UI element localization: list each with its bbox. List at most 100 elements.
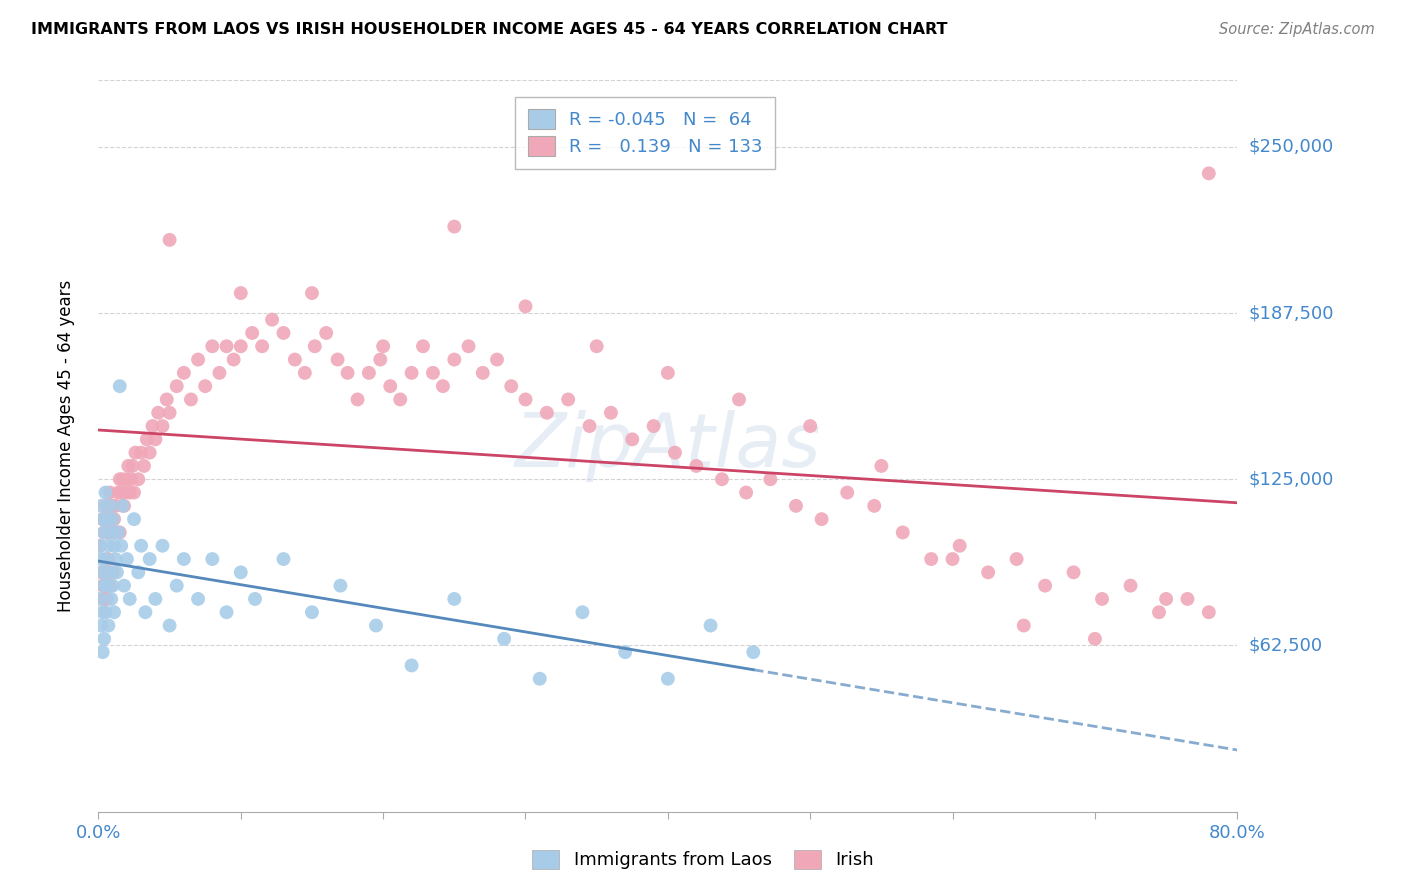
Point [101,566,124,580]
Point [90,552,112,566]
Point [326,352,349,367]
Point [93,632,115,646]
Point [173,366,195,380]
Point [93,525,115,540]
Point [98,499,121,513]
Point [111,499,134,513]
Point [728,392,751,407]
Point [96,525,118,540]
Legend: R = -0.045   N =  64, R =   0.139   N = 133: R = -0.045 N = 64, R = 0.139 N = 133 [515,96,775,169]
Point [148,406,170,420]
Point [89,539,111,553]
Text: ZipAtlas: ZipAtlas [515,410,821,482]
Point [443,352,465,367]
Point [93,591,115,606]
Point [759,472,782,486]
Point [129,445,152,459]
Point [262,312,284,326]
Point [134,605,156,619]
Text: $187,500: $187,500 [1249,304,1334,322]
Point [111,472,134,486]
Point [735,485,758,500]
Point [97,552,120,566]
Point [96,512,118,526]
Point [536,406,558,420]
Point [810,512,832,526]
Point [135,433,157,447]
Point [141,419,163,434]
Point [101,525,124,540]
Point [863,499,886,513]
Point [108,472,131,486]
Point [471,366,494,380]
Point [315,326,337,340]
Point [107,485,129,500]
Point [97,512,120,526]
Point [578,419,600,434]
Point [201,552,224,566]
Point [201,339,224,353]
Point [240,326,263,340]
Point [89,591,111,606]
Point [699,618,721,632]
Point [97,618,120,632]
Point [1154,591,1177,606]
Point [571,605,593,619]
Point [304,339,326,353]
Point [284,352,307,367]
Point [156,392,179,407]
Point [105,525,128,540]
Point [243,591,266,606]
Point [389,392,412,407]
Point [107,525,129,540]
Point [98,566,121,580]
Point [1012,618,1035,632]
Point [1033,579,1056,593]
Point [346,392,368,407]
Point [91,512,114,526]
Y-axis label: Householder Income Ages 45 - 64 years: Householder Income Ages 45 - 64 years [56,280,75,612]
Point [949,539,972,553]
Point [643,419,665,434]
Point [187,591,209,606]
Point [127,472,149,486]
Point [90,499,112,513]
Point [1147,605,1170,619]
Point [1005,552,1028,566]
Point [229,566,252,580]
Point [401,658,423,673]
Point [250,339,273,353]
Point [115,472,138,486]
Point [273,552,295,566]
Point [129,539,152,553]
Point [585,339,607,353]
Point [100,499,122,513]
Point [422,366,444,380]
Point [657,672,679,686]
Point [837,485,859,500]
Text: IMMIGRANTS FROM LAOS VS IRISH HOUSEHOLDER INCOME AGES 45 - 64 YEARS CORRELATION : IMMIGRANTS FROM LAOS VS IRISH HOUSEHOLDE… [31,22,948,37]
Point [166,579,188,593]
Point [101,579,124,593]
Point [96,579,118,593]
Point [94,605,117,619]
Point [870,458,893,473]
Point [112,499,135,513]
Point [1084,632,1107,646]
Point [115,552,138,566]
Point [97,539,120,553]
Point [785,499,807,513]
Point [1063,566,1085,580]
Point [122,512,145,526]
Point [187,352,209,367]
Point [942,552,965,566]
Point [94,499,117,513]
Point [114,485,136,500]
Point [159,406,181,420]
Point [977,566,1000,580]
Point [443,591,465,606]
Point [91,645,114,659]
Point [294,366,316,380]
Point [215,339,238,353]
Point [194,379,217,393]
